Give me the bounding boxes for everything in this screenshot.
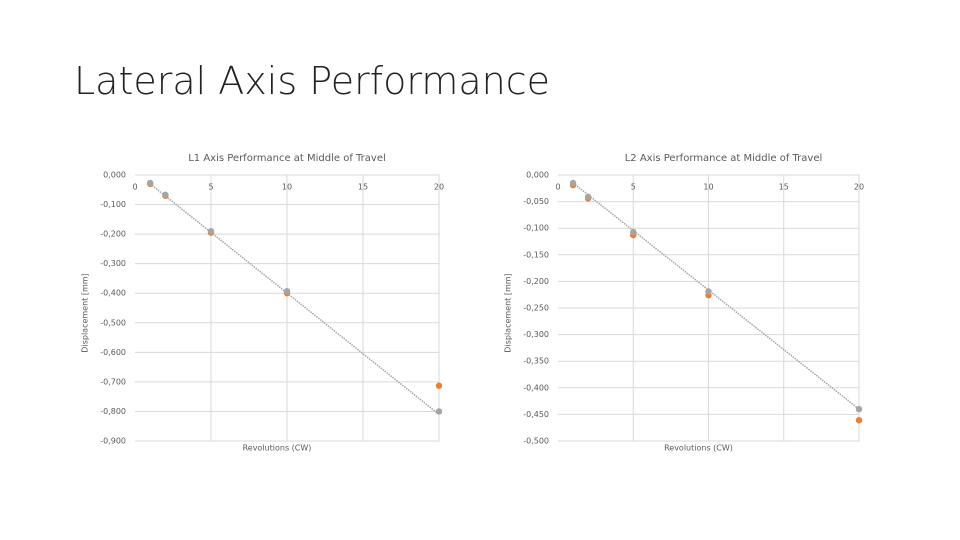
trendline — [149, 183, 440, 415]
x-tick-label: 20 — [854, 183, 864, 192]
x-tick-label: 20 — [434, 183, 444, 192]
x-axis-label: Revolutions (CW) — [664, 444, 733, 453]
slide-title: Lateral Axis Performance — [74, 59, 550, 103]
y-tick-label: -0,100 — [100, 200, 126, 209]
y-tick-label: -0,200 — [100, 230, 126, 239]
y-tick-label: -0,250 — [523, 304, 549, 313]
x-tick-label: 15 — [779, 183, 789, 192]
x-tick-label: 0 — [132, 183, 137, 192]
x-tick-label: 5 — [631, 183, 636, 192]
point — [855, 405, 863, 413]
point — [630, 228, 637, 236]
x-tick-label: 10 — [282, 183, 292, 192]
point — [855, 417, 863, 424]
y-tick-label: -0,800 — [100, 407, 126, 416]
y-tick-label: -0,100 — [523, 224, 549, 233]
x-axis-label: Revolutions (CW) — [243, 444, 312, 453]
y-tick-label: -0,150 — [523, 250, 549, 259]
x-tick-label: 5 — [208, 183, 213, 192]
y-tick-label: -0,500 — [523, 437, 549, 446]
y-tick-label: -0,450 — [523, 410, 549, 419]
y-tick-label: -0,050 — [523, 197, 549, 206]
y-tick-label: -0,300 — [100, 259, 126, 268]
point — [435, 408, 443, 415]
point — [283, 287, 291, 295]
y-axis-label: Displacement [mm] — [504, 273, 513, 352]
point — [705, 288, 712, 295]
y-tick-label: -0,400 — [523, 383, 549, 392]
point — [435, 382, 443, 389]
y-tick-label: -0,500 — [100, 318, 126, 327]
y-tick-label: -0,350 — [523, 357, 549, 366]
x-tick-label: 0 — [555, 183, 560, 192]
point — [147, 179, 154, 187]
x-tick-label: 15 — [358, 183, 368, 192]
y-tick-label: 0,000 — [103, 171, 126, 180]
y-tick-label: -0,300 — [523, 330, 549, 339]
y-tick-label: -0,200 — [523, 277, 549, 286]
y-tick-label: -0,400 — [100, 289, 126, 298]
y-tick-label: 0,000 — [526, 171, 549, 180]
point — [207, 227, 215, 235]
chart-title: L1 Axis Performance at Middle of Travel — [188, 153, 386, 164]
trendline — [572, 182, 860, 410]
y-tick-label: -0,700 — [100, 377, 126, 386]
x-tick-label: 10 — [703, 183, 713, 192]
point — [162, 191, 169, 199]
chart-title: L2 Axis Performance at Middle of Travel — [625, 153, 823, 164]
y-axis-label: Displacement [mm] — [81, 273, 90, 352]
y-tick-label: -0,600 — [100, 348, 126, 357]
y-tick-label: -0,900 — [100, 437, 126, 446]
